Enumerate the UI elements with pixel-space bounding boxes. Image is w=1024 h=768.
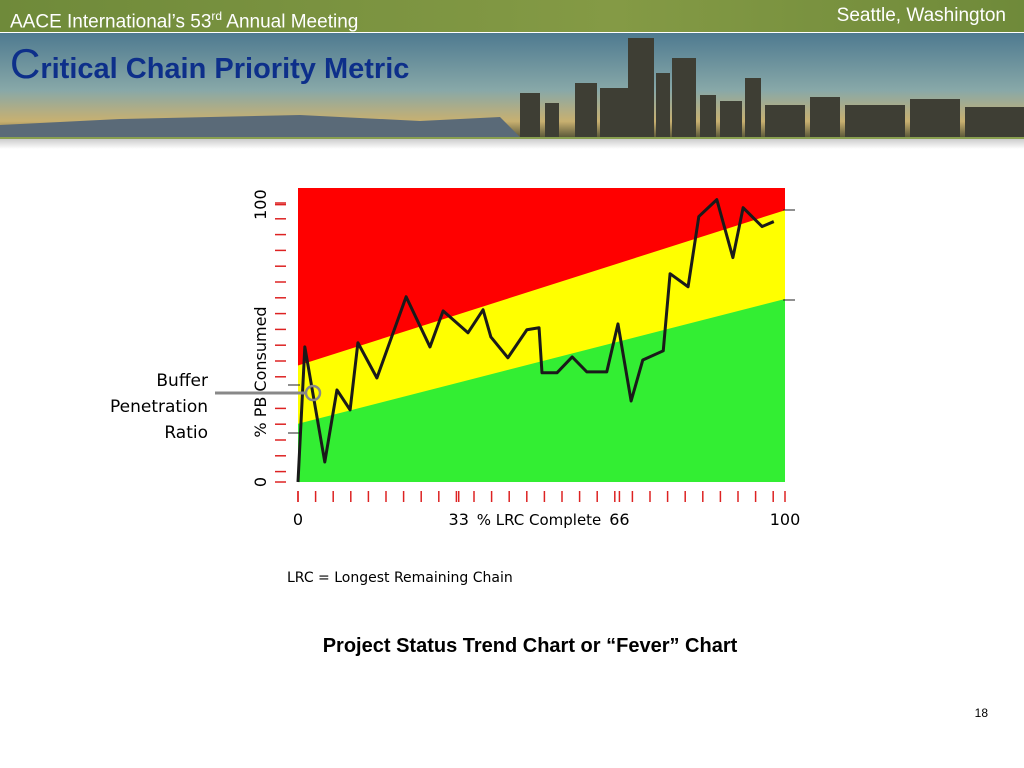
annotation-text: Buffer [156, 371, 208, 391]
y-tick-label: 0 [251, 477, 270, 487]
annotation-text: Ratio [164, 423, 208, 443]
slide-title: Critical Chain Priority Metric [10, 40, 409, 88]
meeting-text: Annual Meeting [222, 11, 359, 33]
y-tick-label: 100 [251, 189, 270, 220]
location: Seattle, Washington [836, 5, 1006, 26]
footnote: LRC = Longest Remaining Chain [287, 570, 513, 586]
x-tick-label: 33 [449, 510, 469, 529]
x-tick-label: 100 [770, 510, 801, 529]
title-initial: C [10, 40, 41, 87]
title-text: ritical Chain Priority Metric [40, 53, 410, 85]
page-number: 18 [975, 706, 989, 720]
banner [0, 33, 1024, 139]
x-tick-label: 0 [293, 510, 303, 529]
x-tick-label: 66 [609, 510, 629, 529]
meeting-text: AACE International’s 53 [10, 11, 212, 33]
meeting: AACE International’s 53rd Annual Meeting [10, 0, 358, 38]
hills [0, 115, 520, 137]
buildings [520, 38, 1024, 137]
y-axis-label: % PB Consumed [251, 306, 270, 437]
fever-line [296, 198, 775, 483]
skyline [0, 38, 1024, 137]
caption: Project Status Trend Chart or “Fever” Ch… [323, 635, 738, 657]
meeting-sup: rd [211, 9, 223, 23]
header-bar: AACE International’s 53rd Annual Meeting… [0, 0, 1024, 32]
annotation-text: Penetration [110, 397, 208, 417]
x-axis-label: % LRC Complete [477, 511, 602, 529]
header-shadow [0, 139, 1024, 149]
annotation-circle [304, 384, 322, 402]
